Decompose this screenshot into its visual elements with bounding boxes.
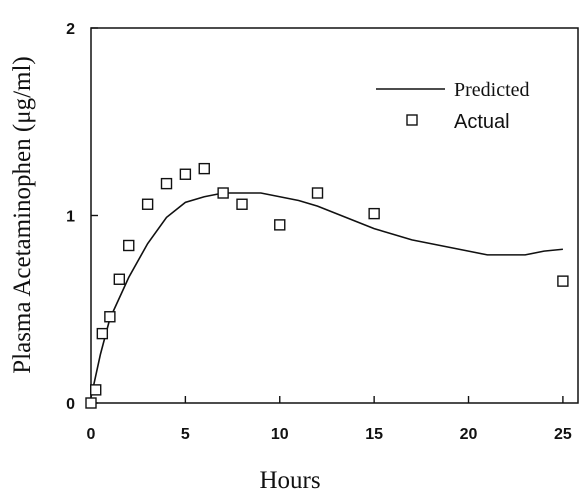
legend-actual-label: Actual [454,111,510,133]
actual-data-point [90,384,102,396]
x-tick-label: 20 [460,426,478,443]
legend-predicted-label: Predicted [454,79,530,101]
actual-data-point [311,187,324,199]
actual-data-point [557,275,569,287]
actual-series-points [85,162,569,409]
y-axis-title: Plasma Acetaminophen (μg/ml) [9,56,36,374]
actual-data-point [141,198,154,210]
x-tick-label: 25 [554,426,572,443]
actual-data-point [160,177,173,190]
x-axis-title: Hours [259,467,320,494]
actual-data-point [123,239,135,252]
legend-actual-swatch [406,114,418,126]
actual-data-point [104,311,116,323]
x-tick-label: 5 [181,426,190,443]
actual-data-point [85,397,97,409]
actual-data-point [236,198,248,210]
x-tick-label: 10 [271,426,289,443]
actual-data-point [368,207,380,220]
predicted-series-line [90,192,563,398]
actual-data-point [217,187,229,199]
actual-data-point [96,327,109,340]
legend: Predicted Actual [376,79,530,133]
y-tick-label: 0 [66,396,75,413]
actual-data-point [179,168,192,180]
y-axis: 0 1 2 [66,21,98,413]
x-tick-label: 15 [365,426,383,443]
actual-data-point [274,219,286,231]
actual-data-point [113,273,126,285]
y-tick-label: 2 [66,21,75,38]
y-tick-label: 1 [66,209,75,226]
actual-data-point [198,162,210,175]
x-tick-label: 0 [87,426,96,443]
